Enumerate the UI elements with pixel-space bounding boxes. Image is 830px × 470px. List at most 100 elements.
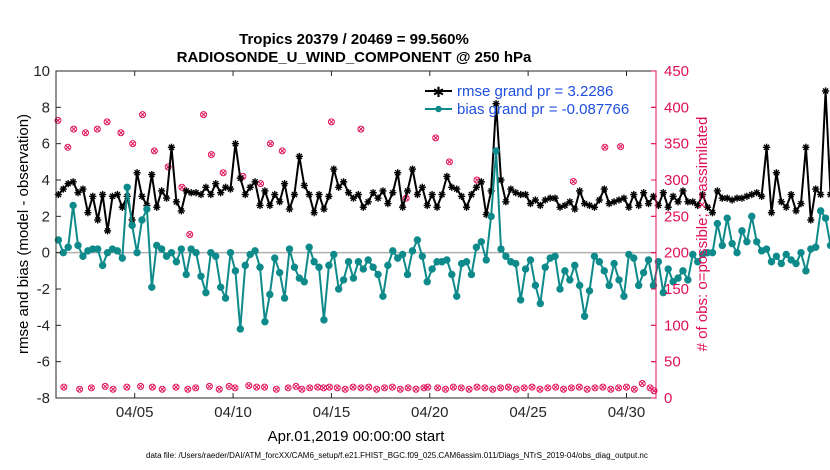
- right-tick-label: 450: [664, 63, 689, 80]
- rmse-point-stroke: [60, 186, 67, 193]
- bias-point: [153, 241, 161, 250]
- bias-point: [521, 265, 530, 273]
- rmse-point: [202, 183, 210, 191]
- rmse-point: [340, 178, 348, 186]
- obs-assimilated-point: [314, 384, 321, 390]
- obs-possible-point: [544, 384, 552, 392]
- bias-point: [443, 256, 451, 264]
- rmse-point: [369, 189, 377, 197]
- rmse-point-stroke: [483, 211, 490, 218]
- rmse-point-stroke: [635, 202, 642, 209]
- bias-point: [620, 292, 628, 300]
- rmse-point: [300, 181, 308, 190]
- obs-assimilated-point: [208, 151, 215, 158]
- bias-point: [246, 250, 254, 259]
- obs-assimilated-point: [553, 384, 559, 390]
- obs-assimilated-point: [576, 384, 582, 390]
- obs-assimilated-point: [529, 384, 535, 390]
- bias-point: [733, 248, 741, 257]
- bias-point: [516, 296, 525, 304]
- left-tick-label: 2: [42, 208, 50, 225]
- rmse-point: [674, 198, 682, 206]
- rmse-point: [590, 203, 599, 211]
- bias-point: [615, 276, 623, 284]
- bias-point: [221, 294, 230, 302]
- x-tick-label: 04/25: [509, 404, 547, 421]
- bias-point: [634, 281, 643, 290]
- rmse-point-stroke: [74, 189, 82, 196]
- obs-possible-point: [512, 385, 520, 393]
- rmse-point: [389, 189, 397, 197]
- rmse-point: [394, 169, 402, 177]
- rmse-point-stroke: [252, 178, 259, 185]
- rmse-point-stroke: [630, 191, 637, 198]
- bias-point: [59, 248, 67, 257]
- rmse-point-stroke: [315, 191, 323, 198]
- rmse-point: [207, 190, 215, 199]
- rmse-point: [320, 205, 328, 213]
- bias-point: [339, 276, 348, 284]
- bias-point: [497, 245, 505, 253]
- obs-assimilated-point: [137, 383, 144, 390]
- right-tick-label: 50: [664, 354, 681, 371]
- bias-point: [315, 263, 323, 271]
- obs-assimilated-point: [149, 384, 156, 390]
- bias-point: [157, 245, 166, 253]
- obs-possible-point: [93, 125, 101, 133]
- obs-possible-point: [388, 383, 396, 391]
- right-tick-label: 100: [664, 317, 689, 334]
- rmse-point: [379, 187, 387, 195]
- rmse-point: [762, 143, 771, 151]
- chart-title-line1: Tropics 20379 / 20469 = 99.560%: [239, 31, 469, 48]
- bias-point: [167, 248, 176, 257]
- rmse-point-stroke: [104, 227, 111, 234]
- rmse-point: [84, 209, 92, 217]
- obs-possible-point: [76, 385, 84, 393]
- obs-assimilated-point: [358, 385, 364, 391]
- rmse-point-stroke: [763, 144, 770, 151]
- x-axis-ticks: 04/05 04/10 04/15 04/20 04/25 04/30: [116, 71, 645, 421]
- bias-point: [772, 252, 781, 260]
- rmse-point-stroke: [79, 186, 86, 193]
- bias-point: [334, 285, 343, 293]
- obs-possible-point: [567, 384, 575, 392]
- rmse-point: [595, 196, 603, 204]
- obs-possible-point: [365, 383, 373, 391]
- rmse-point: [438, 190, 446, 199]
- rmse-point: [158, 187, 166, 195]
- rmse-point-stroke: [645, 200, 652, 207]
- bias-point: [718, 241, 726, 250]
- rmse-point: [79, 185, 87, 193]
- rmse-point-stroke: [625, 204, 632, 211]
- bias-point: [413, 236, 422, 244]
- obs-assimilated-point: [118, 130, 124, 136]
- rmse-point: [217, 189, 225, 197]
- y-axis-label-left: rmse and bias (model - observation): [15, 114, 32, 354]
- obs-assimilated-point: [405, 385, 411, 391]
- rmse-point-stroke: [217, 189, 224, 196]
- obs-possible-point: [396, 385, 404, 393]
- obs-possible-point: [123, 383, 131, 391]
- rmse-point: [561, 201, 569, 210]
- rmse-point-stroke: [134, 169, 141, 176]
- bias-point: [182, 270, 190, 279]
- obs-assimilated-point: [617, 143, 624, 150]
- left-tick-label: -4: [37, 317, 50, 334]
- rmse-point-stroke: [453, 186, 460, 193]
- obs-possible-point: [150, 147, 158, 155]
- rmse-point: [826, 190, 830, 199]
- obs-assimilated-point: [254, 384, 260, 390]
- rmse-point-stroke: [335, 184, 342, 191]
- obs-assimilated-point: [159, 386, 165, 392]
- rmse-point: [197, 190, 205, 199]
- rmse-point: [477, 178, 485, 186]
- obs-possible-point: [327, 118, 335, 126]
- bias-point: [428, 265, 436, 273]
- rmse-point: [374, 194, 382, 202]
- rmse-point: [753, 189, 761, 197]
- bias-point: [743, 238, 751, 246]
- rmse-point: [315, 190, 323, 199]
- bias-point: [689, 250, 697, 259]
- obs-assimilated-point: [497, 385, 504, 391]
- rmse-point: [640, 189, 648, 197]
